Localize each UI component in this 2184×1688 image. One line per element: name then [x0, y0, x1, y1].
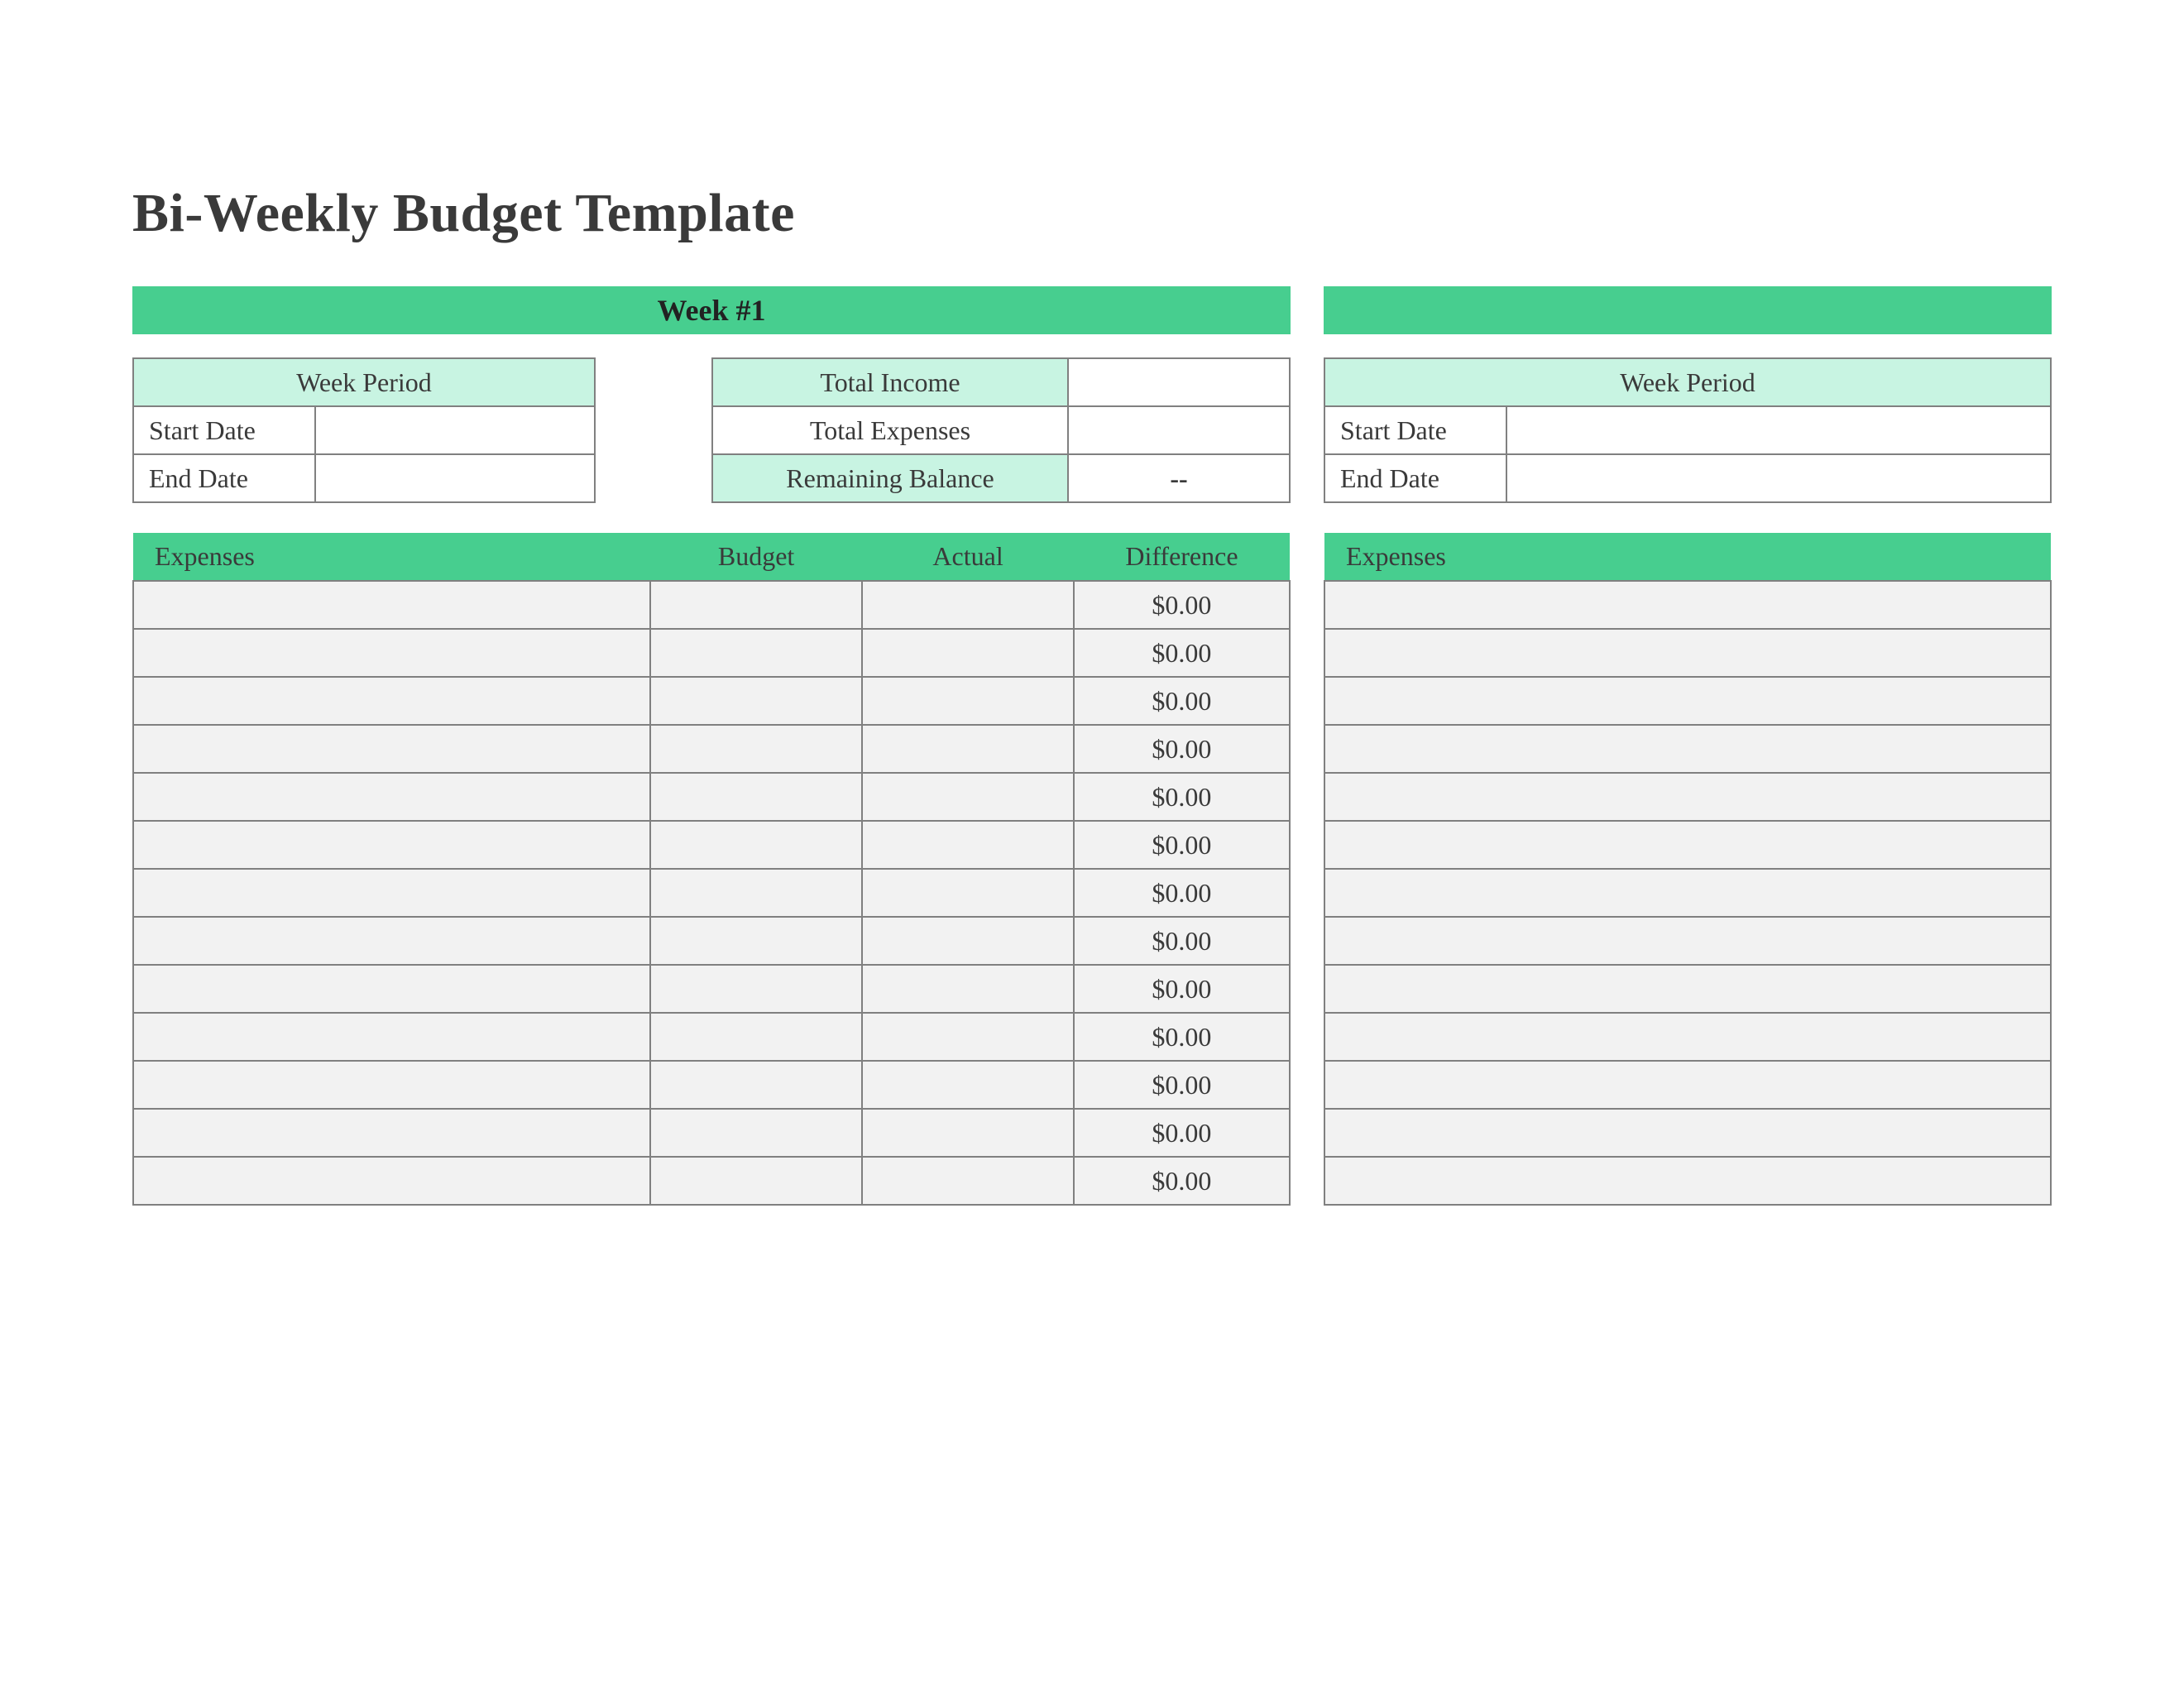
week1-cell[interactable]: [133, 773, 650, 821]
week1-cell[interactable]: [133, 965, 650, 1013]
week1-cell[interactable]: [650, 677, 862, 725]
week2-cell[interactable]: [1324, 581, 2051, 629]
week1-cell: $0.00: [1074, 1109, 1290, 1157]
week2-panel: Week Period Start Date End Date Expenses: [1324, 286, 2052, 1206]
week1-col-expenses: Expenses: [133, 533, 650, 581]
week2-cell[interactable]: [1324, 965, 2051, 1013]
week2-end-label: End Date: [1324, 454, 1506, 502]
week2-period-table: Week Period Start Date End Date: [1324, 357, 2052, 503]
week2-cell[interactable]: [1324, 869, 2051, 917]
week2-period-title: Week Period: [1324, 358, 2051, 406]
week1-cell[interactable]: [862, 917, 1074, 965]
week1-cell: $0.00: [1074, 869, 1290, 917]
total-income-label: Total Income: [712, 358, 1068, 406]
week1-cell[interactable]: [862, 1061, 1074, 1109]
week1-col-budget: Budget: [650, 533, 862, 581]
week1-period-title: Week Period: [133, 358, 595, 406]
week2-start-value[interactable]: [1506, 406, 2051, 454]
week1-cell[interactable]: [862, 1109, 1074, 1157]
week1-cell: $0.00: [1074, 1061, 1290, 1109]
week2-cell[interactable]: [1324, 917, 2051, 965]
week1-col-difference: Difference: [1074, 533, 1290, 581]
week1-cell[interactable]: [650, 1061, 862, 1109]
week1-cell: $0.00: [1074, 581, 1290, 629]
week2-cell[interactable]: [1324, 1109, 2051, 1157]
week2-cell[interactable]: [1324, 773, 2051, 821]
page-title: Bi-Weekly Budget Template: [132, 182, 2052, 245]
week1-cell: $0.00: [1074, 821, 1290, 869]
week1-cell[interactable]: [862, 725, 1074, 773]
week1-cell[interactable]: [650, 1157, 862, 1205]
week1-cell[interactable]: [862, 821, 1074, 869]
week2-cell[interactable]: [1324, 1157, 2051, 1205]
week1-cell[interactable]: [133, 581, 650, 629]
week1-cell[interactable]: [133, 917, 650, 965]
week1-summary-table: Total Income Total Expenses Remaining Ba…: [711, 357, 1291, 503]
week1-cell[interactable]: [650, 917, 862, 965]
week1-cell[interactable]: [862, 677, 1074, 725]
week1-period-table: Week Period Start Date End Date: [132, 357, 596, 503]
week1-end-value[interactable]: [315, 454, 595, 502]
week2-cell[interactable]: [1324, 677, 2051, 725]
week1-cell: $0.00: [1074, 773, 1290, 821]
week1-cell[interactable]: [650, 1109, 862, 1157]
week2-cell[interactable]: [1324, 725, 2051, 773]
week1-start-value[interactable]: [315, 406, 595, 454]
week1-cell[interactable]: [133, 1013, 650, 1061]
week1-cell: $0.00: [1074, 917, 1290, 965]
total-expenses-label: Total Expenses: [712, 406, 1068, 454]
week1-cell[interactable]: [862, 629, 1074, 677]
week2-cell[interactable]: [1324, 1013, 2051, 1061]
week1-cell[interactable]: [650, 725, 862, 773]
remaining-balance-value: --: [1068, 454, 1290, 502]
week1-cell[interactable]: [650, 821, 862, 869]
week1-cell[interactable]: [650, 773, 862, 821]
week1-col-actual: Actual: [862, 533, 1074, 581]
week1-cell[interactable]: [650, 869, 862, 917]
week1-end-label: End Date: [133, 454, 315, 502]
week2-cell[interactable]: [1324, 821, 2051, 869]
week1-cell: $0.00: [1074, 629, 1290, 677]
week1-cell[interactable]: [133, 677, 650, 725]
total-expenses-value[interactable]: [1068, 406, 1290, 454]
week1-panel: Week #1 Week Period Start Date End Date: [132, 286, 1291, 1206]
week1-cell[interactable]: [133, 1061, 650, 1109]
week1-cell[interactable]: [133, 1109, 650, 1157]
week1-cell[interactable]: [650, 1013, 862, 1061]
week1-cell[interactable]: [650, 581, 862, 629]
week1-cell: $0.00: [1074, 1013, 1290, 1061]
week1-header: Week #1: [132, 286, 1291, 334]
week1-cell: $0.00: [1074, 725, 1290, 773]
week1-cell: $0.00: [1074, 677, 1290, 725]
week1-cell[interactable]: [862, 869, 1074, 917]
week2-cell[interactable]: [1324, 629, 2051, 677]
week1-cell[interactable]: [862, 581, 1074, 629]
week1-cell[interactable]: [133, 629, 650, 677]
week1-cell: $0.00: [1074, 965, 1290, 1013]
week1-cell: $0.00: [1074, 1157, 1290, 1205]
remaining-balance-label: Remaining Balance: [712, 454, 1068, 502]
week1-cell[interactable]: [133, 821, 650, 869]
week2-col-expenses: Expenses: [1324, 533, 2051, 581]
total-income-value[interactable]: [1068, 358, 1290, 406]
week1-cell[interactable]: [133, 1157, 650, 1205]
week1-start-label: Start Date: [133, 406, 315, 454]
week1-cell[interactable]: [133, 725, 650, 773]
week1-cell[interactable]: [650, 629, 862, 677]
week1-expense-table: ExpensesBudgetActualDifference $0.00$0.0…: [132, 533, 1291, 1206]
week2-header: [1324, 286, 2052, 334]
week1-cell[interactable]: [862, 965, 1074, 1013]
week2-start-label: Start Date: [1324, 406, 1506, 454]
week1-cell[interactable]: [862, 773, 1074, 821]
week1-cell[interactable]: [862, 1157, 1074, 1205]
week1-cell[interactable]: [133, 869, 650, 917]
week2-cell[interactable]: [1324, 1061, 2051, 1109]
week1-cell[interactable]: [862, 1013, 1074, 1061]
week2-expense-table: Expenses: [1324, 533, 2052, 1206]
week1-cell[interactable]: [650, 965, 862, 1013]
week2-end-value[interactable]: [1506, 454, 2051, 502]
